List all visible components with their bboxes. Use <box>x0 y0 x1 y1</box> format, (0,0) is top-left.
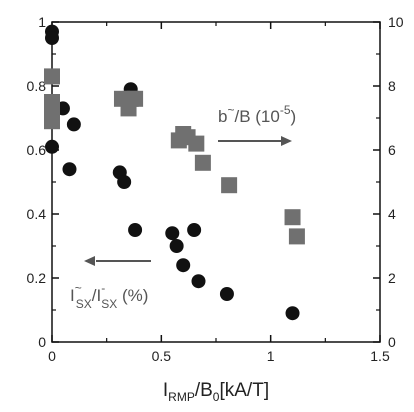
square-point <box>288 228 305 245</box>
annotation-left-sup2: - <box>101 281 105 295</box>
x-axis-label-rest: /B <box>195 380 213 401</box>
annotation-right-close: ) <box>291 107 297 126</box>
arrow-right <box>218 136 292 146</box>
y-left-tick-label: 0.4 <box>27 206 47 222</box>
circle-point <box>176 258 191 273</box>
square-point <box>44 68 60 85</box>
y-left-tick-label: 1 <box>38 14 46 30</box>
square-point <box>284 209 301 226</box>
circle-point <box>285 306 300 321</box>
annotation-left-series: I~ SX/I-SX (%) <box>70 281 148 311</box>
x-axis-label: IRMP/B0[kA/T] <box>163 380 269 404</box>
annotation-right-sup: ~ <box>227 103 234 117</box>
y-right-tick-label: 2 <box>388 270 396 286</box>
y-right-tick-label: 6 <box>388 142 396 158</box>
x-tick-label: 0.5 <box>152 348 172 364</box>
circle-point <box>66 117 81 132</box>
annotation-left-close: (%) <box>117 286 148 305</box>
y-right-tick-label: 10 <box>388 14 404 30</box>
annotation-right-series: b~/B (10-5) <box>218 103 296 126</box>
x-axis-label-main: I <box>163 380 168 401</box>
annotation-left-mid: /I <box>92 286 101 305</box>
x-axis-label-sub2: 0 <box>213 390 220 404</box>
annotation-left-sub1: SX <box>76 297 92 311</box>
data-points <box>44 24 305 321</box>
square-point <box>44 113 60 130</box>
y-left-tick-label: 0.8 <box>27 78 47 94</box>
annotation-left-main: I <box>70 286 75 305</box>
circle-point <box>165 226 180 241</box>
circle-point <box>128 223 143 237</box>
circle-point <box>45 31 59 45</box>
circle-point <box>219 287 234 301</box>
annotation-right-main: b <box>218 107 227 126</box>
annotation-left-sup1: ~ <box>75 281 82 295</box>
square-point <box>221 177 238 194</box>
annotation-right-rest: /B (10 <box>234 107 279 126</box>
x-tick-label: 1.5 <box>370 348 390 364</box>
arrow-left <box>84 256 151 266</box>
square-point <box>194 154 211 171</box>
x-tick-label: 1 <box>267 348 275 364</box>
x-axis-label-tail: [kA/T] <box>219 380 269 401</box>
circle-point <box>187 223 202 237</box>
x-tick-label: 0 <box>48 348 56 364</box>
y-left-tick-label: 0 <box>38 334 46 350</box>
circle-point <box>62 162 77 177</box>
circle-point <box>169 239 184 253</box>
circle-point <box>191 274 206 289</box>
circle-point <box>45 139 59 154</box>
x-axis-label-sub: RMP <box>168 390 195 404</box>
circle-point <box>117 175 132 189</box>
y-right-tick-label: 0 <box>388 334 396 350</box>
annotation-right-exp: -5 <box>280 103 291 117</box>
y-left-tick-label: 0.6 <box>27 142 47 158</box>
square-point <box>127 90 144 107</box>
y-left-tick-label: 0.2 <box>27 270 47 286</box>
y-right-tick-label: 4 <box>388 206 396 222</box>
square-point <box>188 135 205 152</box>
annotation-left-sub2: SX <box>101 297 117 311</box>
y-right-tick-label: 8 <box>388 78 396 94</box>
